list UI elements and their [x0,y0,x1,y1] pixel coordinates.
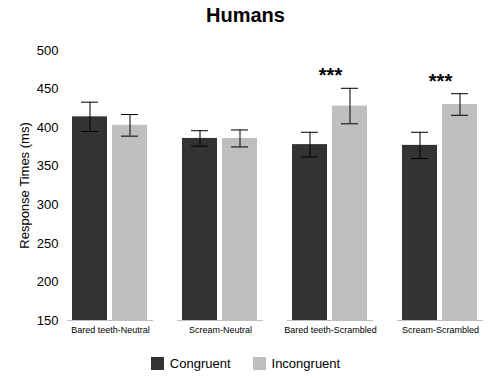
svg-text:450: 450 [37,81,59,96]
svg-text:250: 250 [37,236,59,251]
svg-text:Scream-Scrambled: Scream-Scrambled [402,325,479,335]
svg-text:300: 300 [37,197,59,212]
svg-text:Bared teeth-Scrambled: Bared teeth-Scrambled [284,325,377,335]
html-text:Incongruent: Incongruent [271,355,341,371]
svg-text:Response Times (ms): Response Times (ms) [17,122,32,248]
svg-text:500: 500 [37,43,59,58]
svg-text:Scream-Neutral: Scream-Neutral [189,325,252,335]
svg-text:150: 150 [37,313,59,328]
svg-text:200: 200 [37,274,59,289]
html-text:Humans: Humans [206,4,285,26]
svg-text:350: 350 [37,158,59,173]
html-text:Congruent: Congruent [169,355,231,371]
svg-text:400: 400 [37,120,59,135]
svg-text:***: *** [429,70,453,92]
svg-text:***: *** [319,64,343,86]
svg-text:Bared teeth-Neutral: Bared teeth-Neutral [71,325,150,335]
